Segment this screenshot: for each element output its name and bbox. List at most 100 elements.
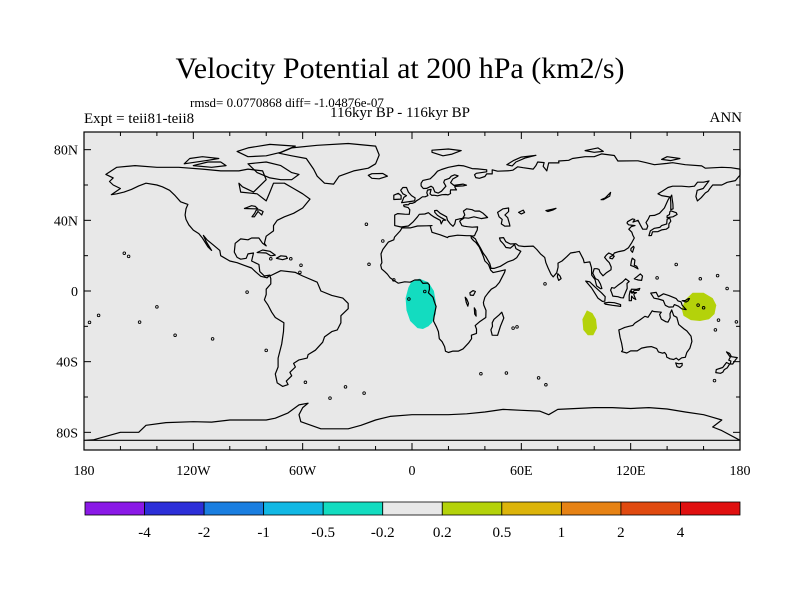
- island-dot: [543, 282, 547, 286]
- island-dot: [362, 391, 366, 395]
- west-pacific-positive-region: [681, 292, 717, 321]
- island-dot: [701, 306, 706, 310]
- coastline-lake-nyasa: [473, 307, 477, 317]
- coastline-hainan: [609, 254, 615, 260]
- coastline-iceland: [367, 172, 388, 180]
- island-dot: [696, 303, 700, 307]
- coastline-north-america: [105, 165, 311, 279]
- colorbar-label: -0.2: [371, 525, 395, 541]
- colorbar-label: 1: [558, 525, 566, 541]
- island-dot: [715, 273, 720, 278]
- coastline-novaya-zemlya: [506, 154, 537, 167]
- coastline-arctic-islands: [192, 161, 227, 168]
- island-dot: [210, 337, 215, 341]
- colorbar-swatch: [441, 501, 503, 516]
- colorbar-label: -2: [198, 525, 211, 541]
- island-dot: [407, 297, 411, 301]
- coastline-ireland: [393, 192, 402, 201]
- coastline-japan-hokkaido: [666, 210, 678, 219]
- lon-tick-label: 60W: [289, 464, 317, 479]
- island-dot: [303, 380, 308, 385]
- island-dot: [479, 371, 483, 376]
- indian-ocean-positive-region: [582, 310, 597, 336]
- colorbar-swatch: [680, 501, 741, 516]
- season-label: ANN: [709, 110, 743, 126]
- lat-tick-label: 80S: [56, 426, 78, 441]
- island-dot: [299, 263, 303, 267]
- island-dot: [126, 254, 131, 259]
- coastline-sakhalin: [669, 194, 674, 211]
- coastline-victoria-island: [183, 156, 220, 165]
- coastline-java: [603, 301, 622, 307]
- coastline-japan-honshu: [648, 217, 672, 237]
- island-dot: [698, 277, 703, 281]
- lon-tick-label: 180: [730, 464, 751, 479]
- island-dot: [674, 262, 678, 267]
- coastline-madagascar: [490, 311, 505, 336]
- lat-tick-label: 0: [71, 285, 78, 300]
- coastline-antarctica: [83, 402, 741, 441]
- coastline-cuba: [256, 249, 276, 257]
- coastline-lake-balkhash: [545, 207, 557, 213]
- island-dot: [289, 257, 293, 261]
- island-dot: [364, 222, 369, 226]
- period-label: 116kyr BP - 116kyr BP: [330, 105, 471, 121]
- coastline-caspian-sea: [497, 207, 511, 227]
- island-dot: [515, 325, 519, 329]
- island-dot: [655, 276, 659, 280]
- island-dot: [155, 305, 159, 309]
- island-dot: [298, 270, 302, 275]
- island-dot: [381, 239, 385, 243]
- island-dot: [544, 383, 548, 387]
- colorbar-label: 0.5: [492, 525, 511, 541]
- island-dot: [536, 376, 541, 380]
- island-dot: [245, 290, 249, 294]
- island-dot: [712, 378, 717, 383]
- experiment-label: Expt = teii81-teii8: [84, 111, 195, 127]
- coastline-lake-michigan-huron: [251, 209, 264, 218]
- coastline-new-britain: [681, 298, 691, 303]
- coastline-new-siberian: [661, 156, 681, 162]
- coastline-severnaya-zemlya: [584, 147, 604, 153]
- island-dot: [173, 333, 177, 337]
- lon-tick-label: 120E: [616, 464, 646, 479]
- island-dot: [392, 278, 396, 282]
- anomaly-layer: [405, 278, 717, 336]
- lat-tick-label: 80N: [54, 144, 78, 159]
- coastline-sumatra: [585, 280, 606, 302]
- island-dot: [269, 257, 273, 261]
- island-dot: [328, 396, 332, 400]
- island-dot: [264, 348, 268, 353]
- island-dot: [504, 371, 509, 375]
- colorbar-swatch: [620, 501, 681, 516]
- lon-tick-label: 180: [74, 464, 95, 479]
- coastline-greenland: [278, 142, 380, 185]
- coastline-great-britain: [400, 186, 416, 204]
- island-dot: [343, 385, 348, 389]
- coastline-sri-lanka: [556, 273, 562, 281]
- island-dot: [122, 251, 127, 255]
- coastline-australia: [618, 309, 693, 361]
- coastline-hispaniola: [275, 255, 288, 261]
- coastline-mindanao: [633, 273, 644, 281]
- stats-text: rmsd= 0.0770868 diff= -1.04876e-07: [190, 95, 384, 110]
- coastline-baffin: [247, 161, 300, 181]
- coastline-aral-sea: [518, 209, 526, 215]
- colorbar-swatch: [144, 501, 205, 516]
- colorbar-label: -0.5: [311, 525, 335, 541]
- island-dot: [96, 313, 101, 318]
- colorbar-label: 4: [677, 525, 685, 541]
- coastline-ellesmere: [236, 143, 296, 158]
- lat-tick-label: 40N: [54, 214, 78, 229]
- island-dot: [725, 286, 729, 291]
- coastline-eurasia: [380, 153, 741, 354]
- axis-tick-labels: 80N 40N 0 40S 80S 180 120W 60W 0 60E 120E 180: [54, 144, 751, 479]
- coastline-borneo: [610, 278, 630, 299]
- west-africa-negative-region: [405, 278, 436, 329]
- colorbar-swatch: [84, 501, 145, 516]
- coastline-svalbard: [431, 148, 462, 157]
- island-dot: [423, 289, 427, 294]
- coastline-lake-baikal: [600, 191, 612, 201]
- island-dot: [713, 328, 718, 332]
